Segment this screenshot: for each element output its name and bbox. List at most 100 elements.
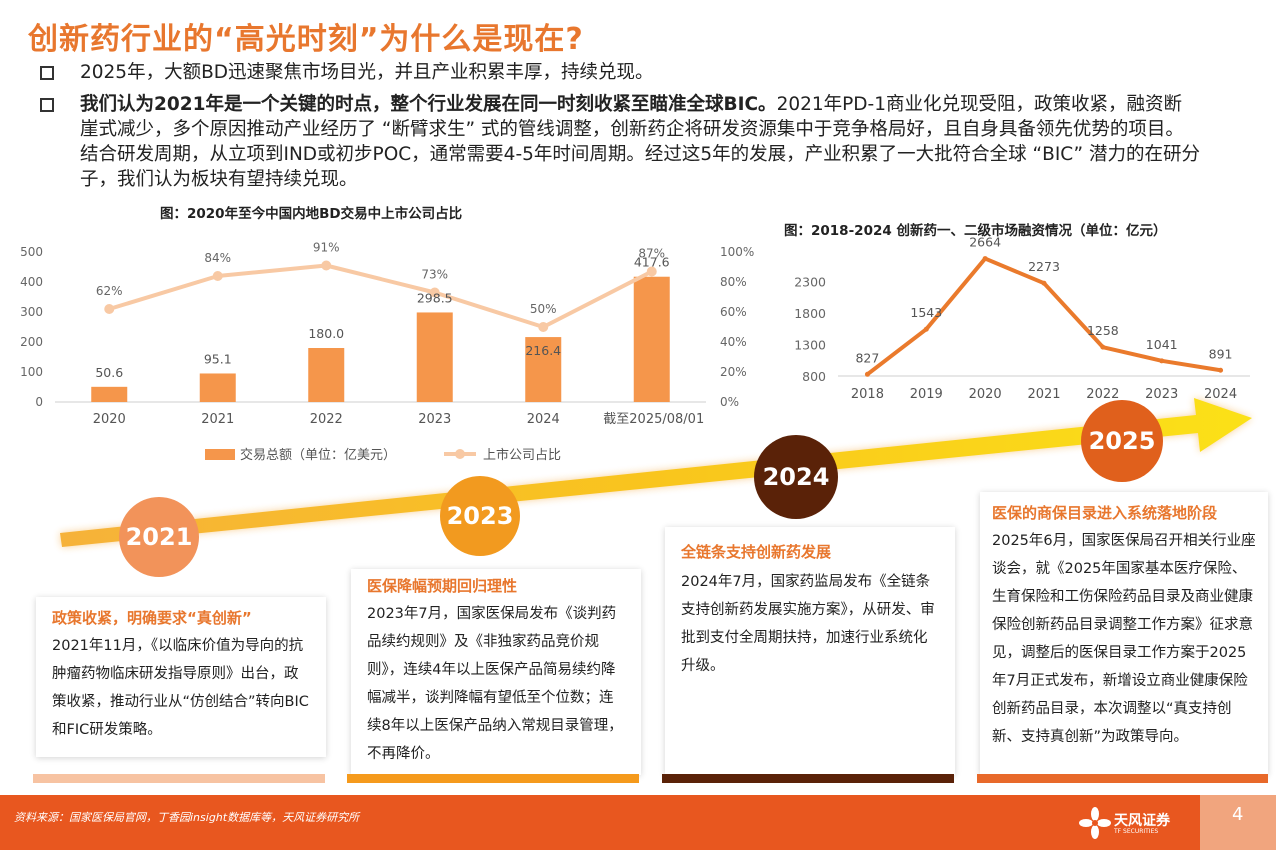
card-2021-body: 2021年11月，《以临床价值为导向的抗肿瘤药物临床研发指导原则》出台，政策收紧…	[52, 638, 309, 738]
right-axis-tick: 20%	[720, 365, 747, 379]
bullet-2-bold: 我们认为2021年是一个关键的时点，整个行业发展在同一时刻收紧至瞄准全球BIC。	[80, 94, 777, 115]
x-category-label: 2019	[910, 387, 943, 402]
financing-value-label: 2273	[1028, 259, 1060, 274]
y-axis-tick: 800	[802, 369, 826, 384]
footer-bar	[0, 795, 1276, 850]
bar-2024	[525, 337, 562, 402]
x-category-label: 2018	[851, 387, 884, 402]
card-2024-underline	[662, 774, 954, 783]
page-number-box: 4	[1200, 795, 1276, 850]
bar-2023	[416, 312, 453, 402]
share-label: 87%	[638, 247, 665, 261]
share-label: 50%	[530, 302, 557, 316]
y-axis-tick: 1300	[794, 338, 826, 353]
financing-point-2024	[1218, 367, 1224, 373]
card-2025-underline	[977, 774, 1268, 783]
financing-point-2020	[982, 256, 988, 262]
circle-2021: 2021	[119, 497, 199, 577]
company-logo: 天风证券 TF SECURITIES	[1078, 806, 1170, 844]
bar-value-label: 417.6	[634, 255, 670, 270]
legend-line-label: 上市公司占比	[483, 447, 561, 463]
circle-2023: 2023	[440, 476, 520, 556]
right-axis-tick: 0%	[720, 395, 739, 409]
left-axis-tick: 500	[20, 245, 43, 259]
bar-value-label: 180.0	[308, 326, 344, 341]
share-line	[108, 263, 653, 329]
legend-bar-label: 交易总额（单位：亿美元）	[240, 447, 396, 463]
bd-chart: 0 100 200 300 400 500 0% 20% 40% 60% 80% 100% 62% 84%…	[20, 241, 754, 464]
financing-point-2023	[1159, 358, 1165, 364]
financing-value-label: 827	[855, 350, 879, 365]
x-category-label: 2020	[969, 387, 1002, 402]
bullet-1-text: 2025年，大额BD迅速聚焦市场目光，并且产业积累丰厚，持续兑现。	[80, 62, 654, 83]
bullet-2-text: 我们认为2021年是一个关键的时点，整个行业发展在同一时刻收紧至瞄准全球BIC。…	[80, 92, 1200, 192]
share-label: 91%	[313, 241, 340, 255]
x-category-label: 2022	[310, 412, 343, 427]
left-axis-tick: 100	[20, 365, 43, 379]
card-2021-heading: 政策收紧，明确要求“真创新”	[52, 609, 252, 627]
right-axis-tick: 80%	[720, 275, 747, 289]
card-2025-heading: 医保的商保目录进入系统落地阶段	[992, 504, 1218, 522]
financing-value-label: 1041	[1146, 337, 1178, 352]
financing-value-label: 1258	[1087, 323, 1119, 338]
share-label: 73%	[421, 268, 448, 282]
card-2021: 政策收紧，明确要求“真创新” 2021年11月，《以临床价值为导向的抗肿瘤药物临…	[36, 597, 326, 757]
logo-name: 天风证券	[1114, 813, 1170, 829]
right-axis-tick: 60%	[720, 305, 747, 319]
financing-point-2021	[1041, 280, 1047, 286]
x-category-label: 2024	[527, 412, 560, 427]
bd-chart-title: 图：2020年至今中国内地BD交易中上市公司占比	[160, 206, 463, 222]
x-category-label: 2020	[93, 412, 126, 427]
right-axis-tick: 40%	[720, 335, 747, 349]
source-note: 资料来源：国家医保局官网，丁香园insight数据库等，天风证券研究所	[14, 811, 360, 824]
left-axis-tick: 400	[20, 275, 43, 289]
card-2023: 医保降幅预期回归理性 2023年7月，国家医保局发布《谈判药品续约规则》及《非独…	[351, 569, 641, 775]
checkbox-bullet-icon	[40, 98, 54, 112]
share-label: 62%	[96, 284, 123, 298]
share-point-截至2025/08/01	[646, 266, 657, 277]
legend-line-marker	[455, 449, 465, 459]
financing-value-label: 1543	[910, 305, 942, 320]
logo-sub: TF SECURITIES	[1114, 828, 1159, 835]
bar-value-label: 298.5	[417, 290, 453, 305]
bullet-2-rest: 2021年PD-1商业化兑现受阻，政策收紧，融资断崖式减少，多个原因推动产业经历…	[80, 94, 1201, 190]
share-point-2021	[212, 271, 223, 281]
card-2024-heading: 全链条支持创新药发展	[681, 543, 832, 561]
x-category-label: 2023	[418, 412, 451, 427]
bar-截至2025/08/01	[633, 276, 670, 402]
growth-arrow	[60, 398, 1252, 547]
bar-2022	[308, 348, 345, 402]
bar-2020	[91, 386, 128, 402]
share-point-2023	[429, 287, 440, 298]
circle-2024: 2024	[754, 435, 838, 519]
financing-point-2022	[1100, 344, 1106, 350]
card-2023-heading: 医保降幅预期回归理性	[367, 577, 518, 595]
share-point-2024	[538, 322, 549, 332]
x-category-label: 截至2025/08/01	[603, 412, 704, 427]
y-axis-tick: 1800	[794, 306, 826, 321]
share-label: 84%	[204, 251, 231, 265]
x-category-label: 2022	[1086, 387, 1119, 402]
flower-logo-icon	[1079, 807, 1111, 839]
financing-point-2019	[923, 326, 929, 332]
left-axis-tick: 200	[20, 335, 43, 349]
card-2024: 全链条支持创新药发展 2024年7月，国家药监局发布《全链条支持创新药发展实施方…	[665, 527, 955, 775]
x-category-label: 2021	[201, 412, 234, 427]
financing-value-label: 891	[1209, 346, 1233, 361]
page-title: 创新药行业的“高光时刻”为什么是现在?	[28, 22, 584, 57]
financing-chart-title: 图：2018-2024 创新药一、二级市场融资情况（单位：亿元）	[784, 223, 1167, 239]
card-2023-body: 2023年7月，国家医保局发布《谈判药品续约规则》及《非独家药品竞价规则》，连续…	[367, 606, 623, 762]
right-axis-tick: 100%	[720, 245, 754, 259]
page-number: 4	[1232, 804, 1244, 825]
financing-chart: 800 1300 1800 2300 827 1543 2664 2273 1258 1041 89…	[794, 235, 1250, 402]
left-axis-tick: 0	[35, 395, 43, 409]
bar-value-label: 95.1	[204, 351, 232, 366]
checkbox-bullet-icon	[40, 66, 54, 80]
x-category-label: 2024	[1204, 387, 1237, 402]
share-point-2022	[321, 260, 332, 271]
y-axis-tick: 2300	[794, 275, 826, 290]
card-2021-underline	[33, 774, 325, 783]
card-2025: 医保的商保目录进入系统落地阶段 2025年6月，国家医保局召开相关行业座谈会，就…	[980, 492, 1268, 775]
bar-value-label: 216.4	[525, 343, 561, 358]
